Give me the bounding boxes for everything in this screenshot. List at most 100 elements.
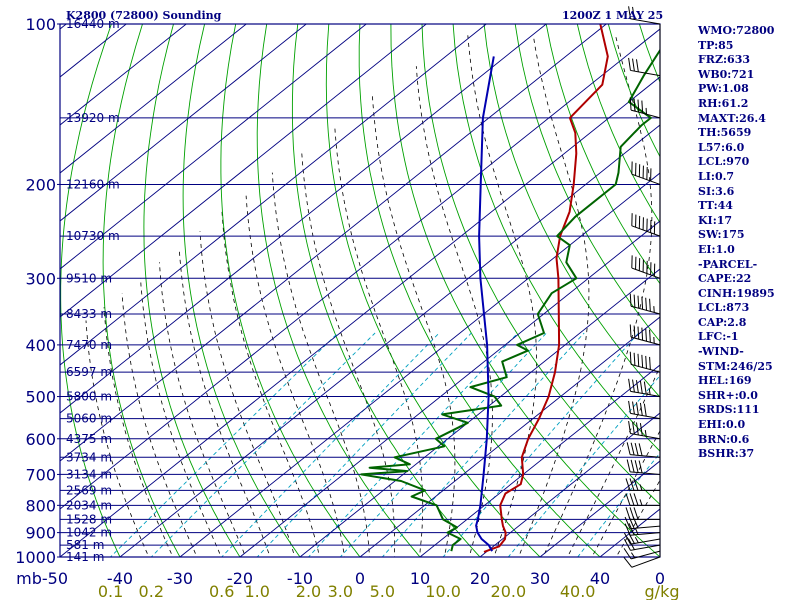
mixing-ratio-label: 5.0 [370,582,395,600]
wind-barb-flag [629,293,632,307]
wind-barb-flag [637,353,640,367]
height-label: 5060 m [66,412,112,426]
wind-barb-shaft [630,363,661,373]
height-label: 6597 m [66,365,112,379]
pressure-tick-label: 1000 [15,548,56,567]
wind-barb-shaft [631,225,661,237]
index-line: KI:17 [698,213,733,227]
index-line: -PARCEL- [698,257,758,271]
mixing-ratio-label: 40.0 [560,582,596,600]
height-label: 8433 m [66,307,112,321]
wind-barb-flag [633,98,636,112]
wind-barb-half-flag [639,484,643,491]
wind-barb-shaft [630,532,661,536]
wind-barb [629,324,661,346]
wind-barb-flag [629,97,632,111]
index-line: CINH:19895 [698,286,775,300]
index-line: LFC:-1 [698,330,739,344]
wind-barb-shaft [631,173,661,185]
wind-barb [626,442,661,458]
index-line: CAP:2.8 [698,315,747,329]
mixing-ratio-label: 3.0 [328,582,353,600]
wind-barb-flag [626,459,631,472]
dry-adiabat [795,24,800,568]
wind-barb-flag [635,402,639,415]
height-label: 2034 m [66,498,112,512]
plot-area [60,24,800,568]
wind-barb-flag [645,328,647,342]
moist-adiabat [371,93,456,557]
mixing-ratio-line [307,332,519,557]
temperature-tick-label: 0 [655,569,665,588]
wind-barb-flag [629,351,632,365]
moist-adiabat [591,430,660,557]
wind-barb-flag [628,57,631,71]
wind-barb [628,420,661,440]
wind-barb-flag [632,58,635,72]
wind-barb-half-flag [635,528,639,535]
wind-barb-flag [635,380,639,393]
dewpoint-trace [360,48,660,552]
wind-barb-shaft [630,454,661,458]
mixing-ratio-label: 0.2 [139,582,164,600]
moist-adiabat [140,278,222,557]
wind-barb-flag [637,295,640,309]
wind-barb-flag [643,403,647,417]
wind-barb-shaft [630,18,661,25]
index-line: SRDS:111 [698,403,760,417]
wind-barb-flag [625,478,631,491]
wind-barb-flag [626,442,631,455]
wind-barb-shaft [630,471,661,475]
dry-adiabat [452,24,660,452]
mixing-ratio-line [339,332,547,557]
mixing-ratio-label: 20.0 [491,582,527,600]
wind-barb-flag [632,6,635,20]
wind-barb-shaft [630,544,661,551]
pressure-tick-label: 100 [25,15,56,34]
isotherm-line [359,316,660,557]
temperature-tick-label: -30 [167,569,193,588]
stability-indices-panel: WMO:72800 TP:85 FRZ:633 WB0:721 PW:1.08 RH:61… [698,24,775,462]
wind-barb-flag [637,99,640,113]
wind-barb [628,378,661,398]
wind-barb-flag [623,548,632,560]
index-line: FRZ:633 [698,53,751,67]
index-line: SI:3.6 [698,184,735,198]
wind-barb-flag [641,100,644,114]
wind-barb-flag [624,523,631,536]
moist-adiabat [542,35,653,557]
wind-barb [625,507,660,520]
dry-adiabat [421,24,660,505]
wind-barb-flag [635,422,639,436]
isotherm-line [539,460,660,557]
wind-barb [623,548,661,560]
isotherm-line [60,76,660,557]
dry-adiabat [291,24,481,557]
wind-barb-shaft [630,69,661,77]
moist-adiabat [103,307,174,557]
dry-adiabat [325,24,541,557]
index-line: TH:5659 [698,126,752,140]
moist-adiabat [85,320,150,557]
moist-adiabat [334,125,424,557]
dry-adiabat [102,24,181,557]
wind-barb-flag [624,516,631,529]
wind-barb [628,400,661,420]
height-label: 3134 m [66,467,112,481]
wind-barb [628,57,661,77]
dry-adiabat [545,24,660,285]
wind-barb-flag [633,507,639,520]
height-label: 12160 m [66,177,120,191]
wind-barb-shaft [630,412,661,420]
wind-barb-flag [632,379,635,393]
isotherm-line [60,24,367,270]
pressure-tick-label: 800 [25,496,56,515]
mixing-ratio-label: 2.0 [296,582,321,600]
wind-barb-shaft [631,556,661,568]
temperature-tick-label: -10 [287,569,313,588]
index-line: TP:85 [698,38,734,52]
height-label: 581 m [66,538,104,552]
height-label: 3734 m [66,450,112,464]
mixing-ratio-line [507,375,660,557]
